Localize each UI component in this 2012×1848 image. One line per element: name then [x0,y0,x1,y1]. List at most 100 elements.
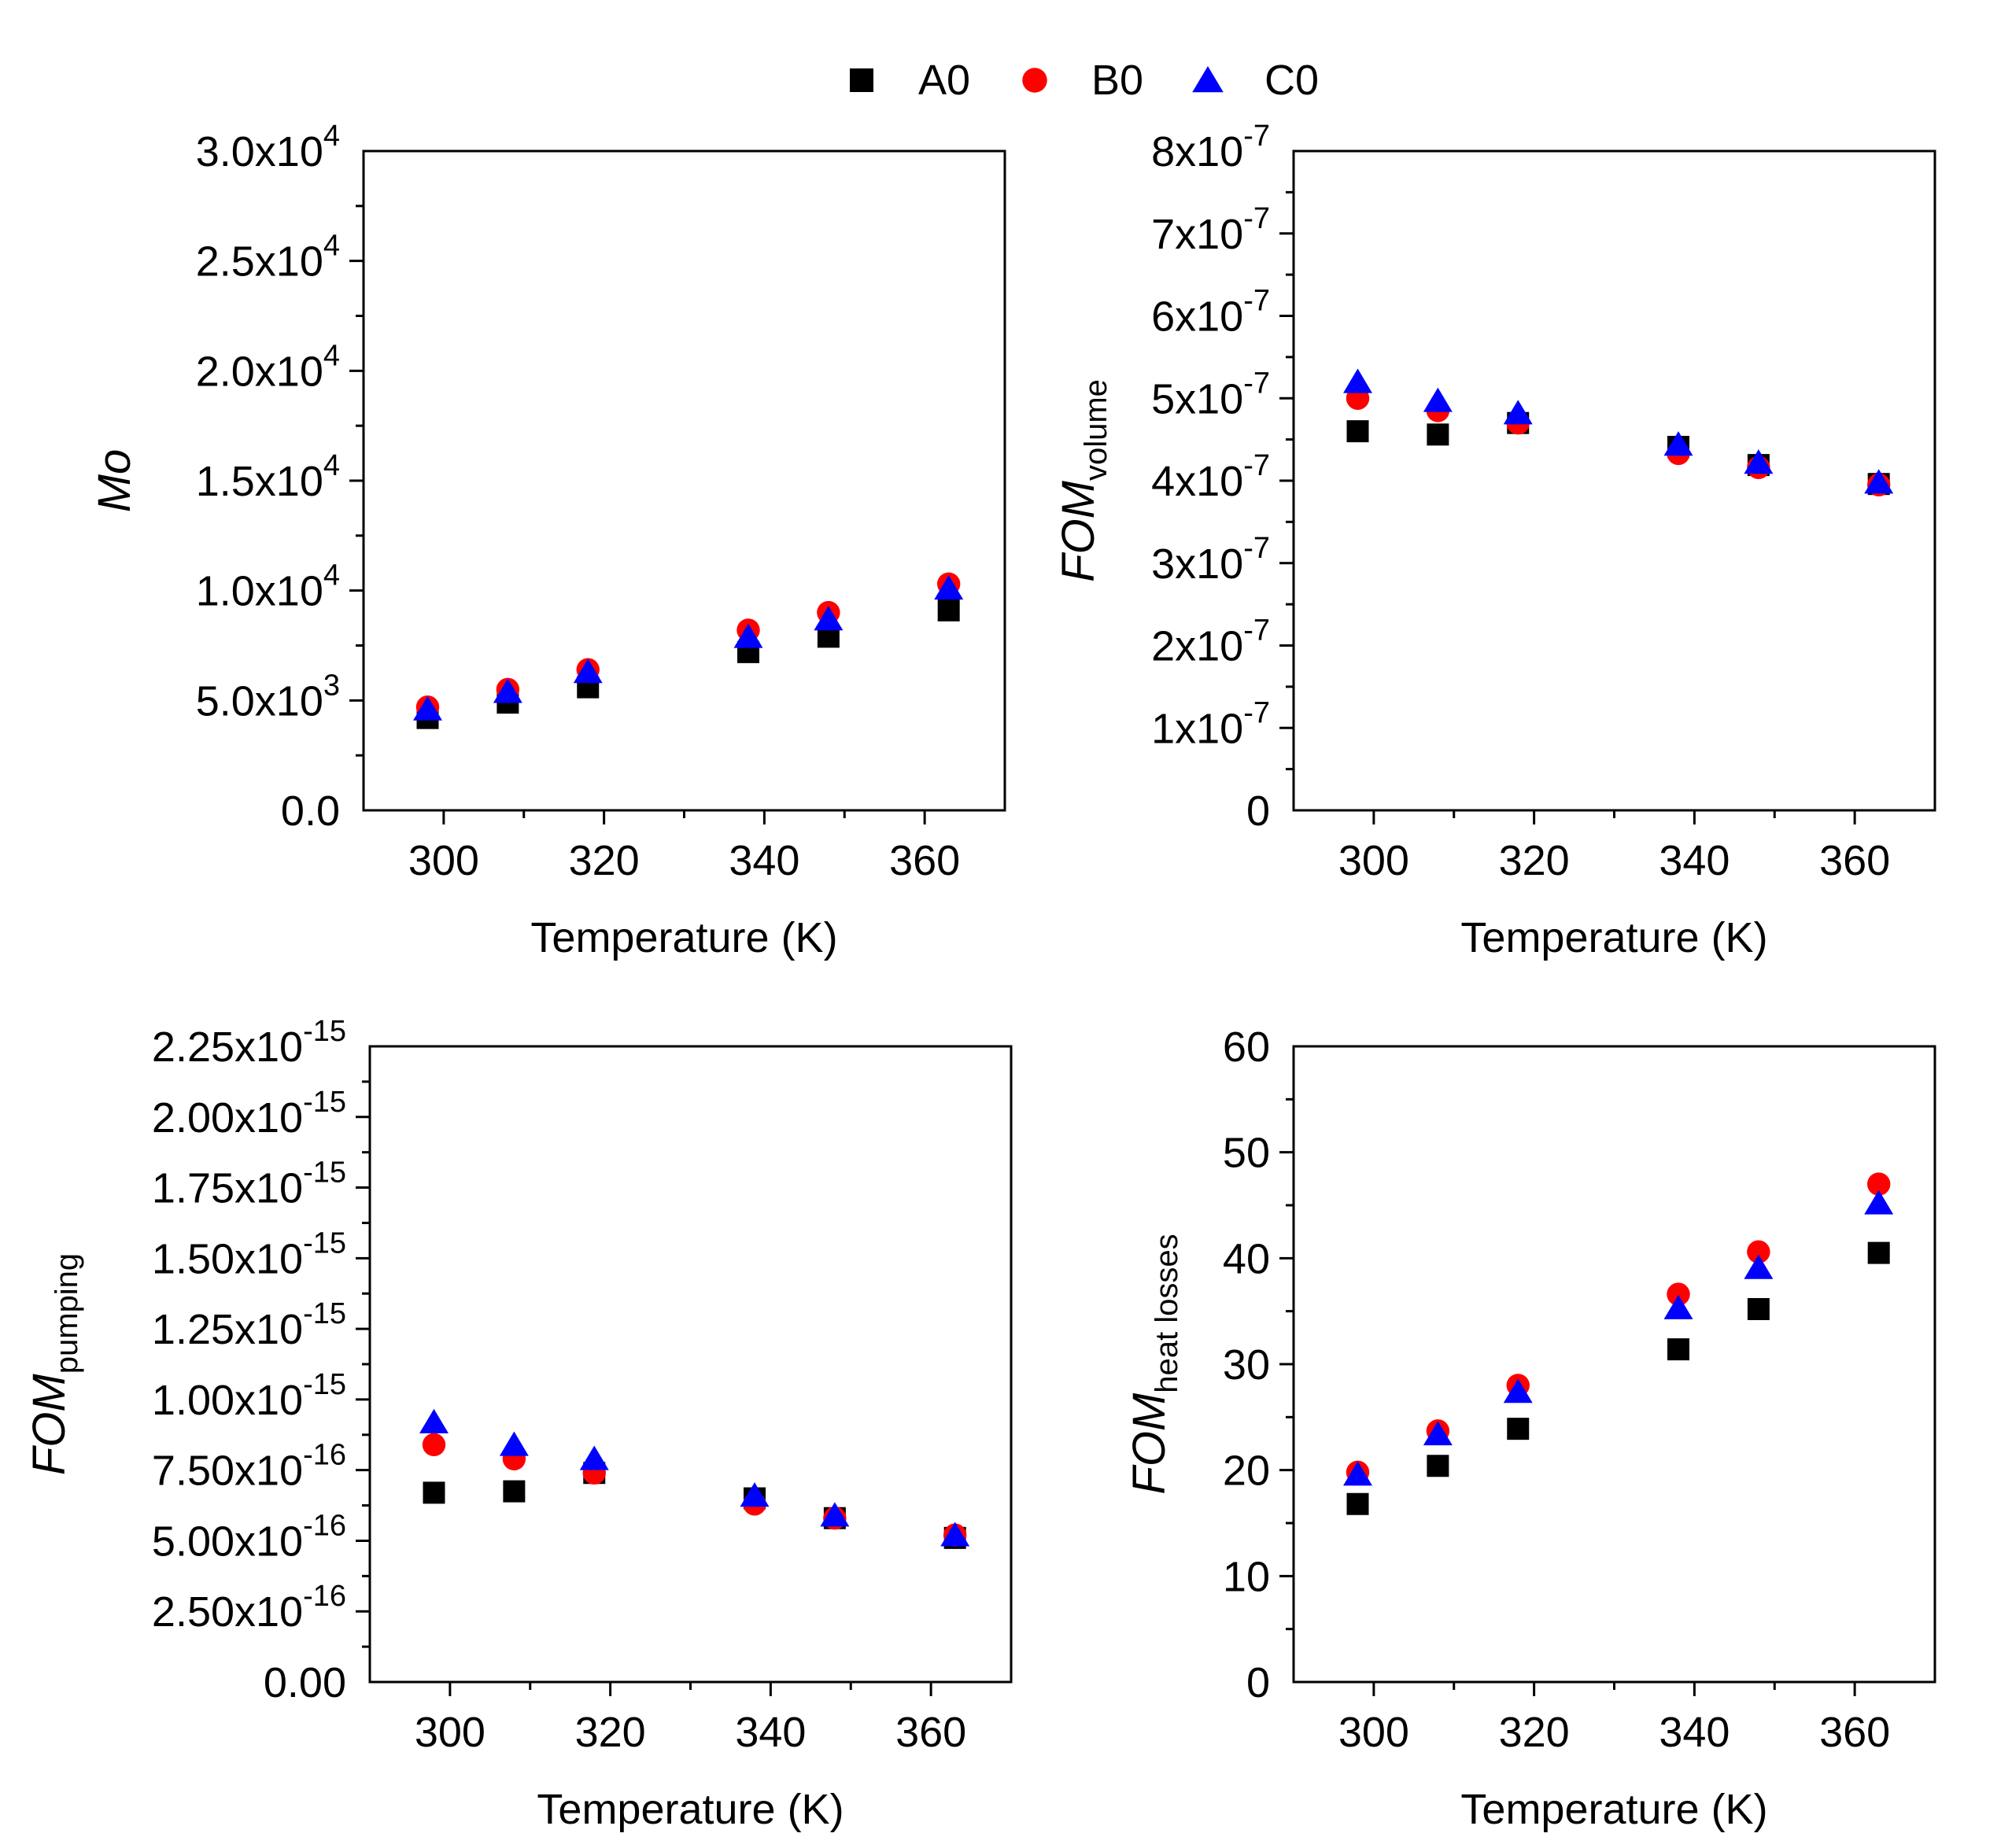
x-axis-label: Temperature (K) [1460,914,1767,961]
x-tick-label: 340 [1659,837,1730,884]
y-tick-label: 10 [1223,1553,1270,1600]
plot-frame [362,149,1006,812]
x-tick-label: 300 [415,1709,485,1756]
x-axis-label: Temperature (K) [530,914,837,961]
y-tick-label: 2x10-7 [1151,614,1270,670]
y-tick-label: 50 [1223,1130,1270,1177]
y-tick-label: 3x10-7 [1151,532,1270,588]
legend-marker-c0 [1192,66,1224,93]
point-c0 [1423,387,1453,412]
x-tick-label: 320 [1499,1709,1570,1756]
point-c0 [940,1522,970,1547]
point-c0 [1423,1421,1453,1446]
panel-fom-heat-losses: 300 320 340 360 0 10 20 30 40 50 60 Temperature (K)… [1124,1024,1936,1833]
x-tick-label: 320 [575,1709,646,1756]
y-tick-label: 0 [1246,1659,1270,1706]
y-axis-label: FOMvolume [1053,379,1113,582]
point-c0 [733,623,763,648]
y-axis-label: FOMpumping [24,1253,84,1475]
point-a0 [1346,1492,1369,1515]
y-tick-label: 6x10-7 [1151,285,1270,341]
y-tick-label: 1.50x10-15 [152,1226,346,1282]
x-tick-label: 360 [895,1709,966,1756]
point-c0 [1663,431,1693,456]
panel-mo: 300 320 340 360 0.0 5.0x103 1.0x104 1.5x104 2.0x… [89,120,1006,961]
y-tick-label: 2.0x104 [196,339,340,395]
point-c0 [1663,1294,1693,1319]
point-a0 [1427,1455,1449,1477]
point-c0 [1864,1190,1894,1215]
panel-fom-pumping: 300 320 340 360 0.00 2.50x10-16 5.00x10-16 7.50… [24,1015,1013,1833]
point-b0 [1667,1282,1690,1306]
y-tick-label: 1.5x104 [196,449,340,505]
x-tick-label: 300 [1338,837,1409,884]
point-c0 [1864,469,1894,494]
point-c0 [573,658,603,684]
x-axis-label: Temperature (K) [1460,1786,1767,1833]
point-b0 [422,1433,446,1457]
y-tick-label: 1.00x10-15 [152,1368,346,1424]
legend-label-a0: A0 [918,57,970,104]
y-tick-label: 5x10-7 [1151,367,1270,422]
x-tick-label: 320 [569,837,640,884]
y-tick-label: 5.00x10-16 [152,1509,346,1565]
y-axis-label: FOMheat losses [1124,1234,1184,1494]
y-tick-label: 8x10-7 [1151,120,1270,175]
legend-marker-b0 [1022,68,1047,93]
y-tick-label: 3.0x104 [196,120,340,175]
y-tick-label: 2.25x10-15 [152,1015,346,1071]
y-tick-label: 20 [1223,1448,1270,1495]
y-tick-label: 60 [1223,1024,1270,1071]
plot-frame [1292,149,1936,812]
point-a0 [1867,1241,1890,1264]
y-tick-label: 5.0x103 [196,669,340,725]
point-c0 [1503,1378,1533,1404]
point-c0 [1744,449,1774,474]
x-tick-label: 360 [889,837,960,884]
point-c0 [1343,1461,1372,1486]
x-tick-label: 340 [735,1709,806,1756]
y-axis-label: Mo [89,449,140,513]
point-a0 [503,1480,526,1503]
x-tick-label: 320 [1499,837,1570,884]
x-tick-label: 340 [1659,1709,1730,1756]
x-tick-label: 360 [1819,837,1890,884]
point-a0 [1747,1297,1770,1320]
point-c0 [1343,368,1372,393]
point-c0 [1503,400,1533,425]
plot-frame [1292,1045,1936,1684]
x-tick-label: 360 [1819,1709,1890,1756]
legend-marker-a0 [850,68,873,92]
point-c0 [493,678,522,703]
y-tick-label: 40 [1223,1235,1270,1282]
panel-fom-volume: 300 320 340 360 0 1x10-7 2x10-7 3x10-7 4x10-7 5x1… [1053,120,1936,961]
point-c0 [934,575,964,600]
point-a0 [1427,423,1449,446]
point-a0 [1507,1418,1530,1440]
point-c0 [740,1482,770,1507]
point-b0 [1747,1240,1770,1263]
y-tick-label: 2.00x10-15 [152,1086,346,1142]
legend: A0 B0 C0 [850,57,1319,104]
y-tick-label: 7.50x10-16 [152,1439,346,1495]
x-tick-label: 300 [1338,1709,1409,1756]
y-tick-label: 1x10-7 [1151,696,1270,752]
y-tick-label: 7x10-7 [1151,202,1270,258]
y-tick-label: 1.25x10-15 [152,1297,346,1353]
point-a0 [1346,420,1369,443]
point-c0 [579,1445,609,1470]
y-tick-label: 0 [1246,788,1270,835]
point-c0 [419,1408,449,1433]
legend-label-c0: C0 [1264,57,1319,104]
point-c0 [1744,1254,1774,1279]
point-a0 [937,599,960,622]
y-tick-label: 0.00 [264,1659,346,1706]
point-c0 [814,606,844,631]
point-a0 [1667,1338,1689,1361]
y-tick-label: 0.0 [281,788,340,835]
y-tick-label: 30 [1223,1341,1270,1389]
y-tick-label: 1.75x10-15 [152,1156,346,1212]
y-tick-label: 1.0x104 [196,559,340,615]
y-tick-label: 2.5x104 [196,230,340,286]
